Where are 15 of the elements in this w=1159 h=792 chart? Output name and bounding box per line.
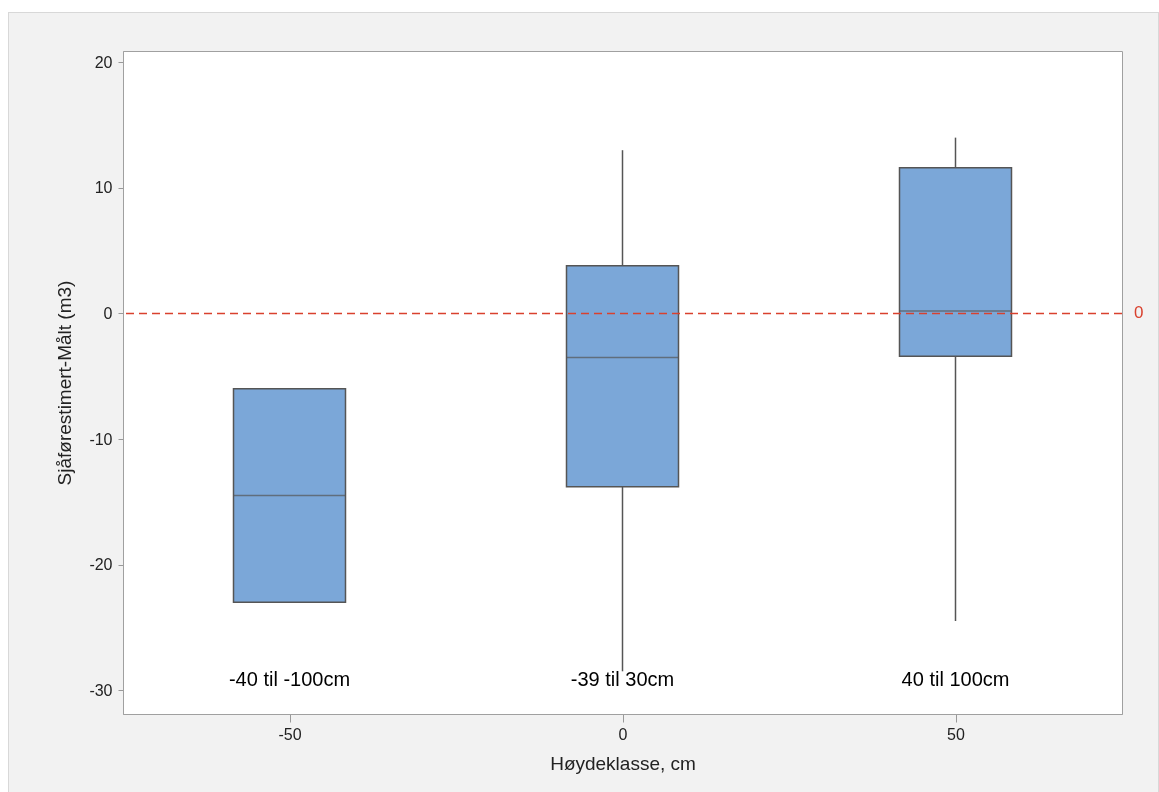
y-tick-label: -30 bbox=[89, 681, 113, 699]
y-tick-label: -10 bbox=[89, 430, 113, 448]
x-axis-title: Høydeklasse, cm bbox=[550, 752, 696, 774]
y-axis-title: Sjåførestimert-Målt (m3) bbox=[54, 280, 76, 486]
annotation: -39 til 30cm bbox=[570, 668, 675, 690]
y-tick-label: 10 bbox=[94, 179, 113, 197]
x-tick-label: -50 bbox=[278, 725, 302, 743]
x-tick-label: 50 bbox=[947, 725, 965, 743]
y-tick-label: 0 bbox=[103, 304, 113, 322]
x-tick-label: 0 bbox=[618, 725, 628, 743]
ref-line-label: 0 bbox=[1134, 303, 1144, 323]
y-tick-label: -20 bbox=[89, 556, 113, 574]
y-tick-label: 20 bbox=[94, 53, 113, 71]
annotation: -40 til -100cm bbox=[228, 668, 351, 690]
annotation: 40 til 100cm bbox=[901, 668, 1010, 690]
